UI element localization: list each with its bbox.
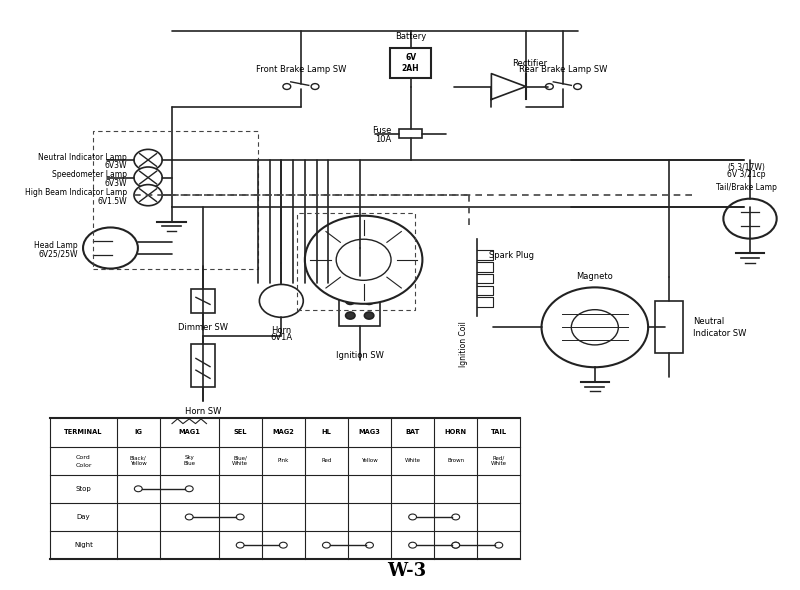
Text: Dimmer SW: Dimmer SW <box>178 323 228 332</box>
Text: Color: Color <box>75 463 92 468</box>
Text: MAG2: MAG2 <box>272 430 294 435</box>
Text: Day: Day <box>77 514 90 520</box>
Circle shape <box>546 84 554 90</box>
Circle shape <box>452 514 460 520</box>
Text: Red: Red <box>322 458 331 463</box>
Text: Ignition SW: Ignition SW <box>336 351 384 360</box>
Text: Yellow: Yellow <box>361 458 378 463</box>
Circle shape <box>542 287 648 367</box>
Circle shape <box>574 84 582 90</box>
Text: Neutral Indicator Lamp: Neutral Indicator Lamp <box>38 152 127 162</box>
Circle shape <box>279 542 287 548</box>
Text: Horn SW: Horn SW <box>185 407 221 415</box>
Bar <box>655 301 683 353</box>
Text: Rear Brake Lamp SW: Rear Brake Lamp SW <box>519 65 608 74</box>
Text: Speedometer Lamp: Speedometer Lamp <box>52 170 127 179</box>
Text: Cord: Cord <box>76 455 91 460</box>
Circle shape <box>409 514 417 520</box>
Circle shape <box>283 84 290 90</box>
Circle shape <box>83 228 138 268</box>
Circle shape <box>236 542 244 548</box>
Circle shape <box>495 542 502 548</box>
Text: Red/
White: Red/ White <box>491 455 507 466</box>
Bar <box>339 276 380 326</box>
Text: Fuse: Fuse <box>372 126 391 135</box>
Circle shape <box>134 486 142 491</box>
Circle shape <box>365 297 374 304</box>
Text: HL: HL <box>322 430 331 435</box>
Circle shape <box>134 149 162 171</box>
Text: Pink: Pink <box>278 458 289 463</box>
Circle shape <box>365 283 374 290</box>
Text: TAIL: TAIL <box>490 430 507 435</box>
Bar <box>191 289 214 313</box>
Circle shape <box>236 514 244 520</box>
Text: Front Brake Lamp SW: Front Brake Lamp SW <box>256 65 346 74</box>
Circle shape <box>134 185 162 206</box>
Text: (5.3/17W): (5.3/17W) <box>727 163 765 172</box>
Text: Black/
Yellow: Black/ Yellow <box>130 455 146 466</box>
Circle shape <box>186 514 193 520</box>
Circle shape <box>322 542 330 548</box>
Text: Magneto: Magneto <box>577 273 614 281</box>
Text: Rectifier: Rectifier <box>513 59 548 68</box>
Text: Neutral: Neutral <box>693 317 724 326</box>
Bar <box>390 48 431 78</box>
Circle shape <box>336 239 391 280</box>
Circle shape <box>409 542 417 548</box>
Text: Battery: Battery <box>395 32 426 41</box>
Circle shape <box>346 297 355 304</box>
Text: HORN: HORN <box>445 430 466 435</box>
Circle shape <box>571 310 618 345</box>
Text: MAG1: MAG1 <box>178 430 200 435</box>
Circle shape <box>346 312 355 319</box>
Text: Stop: Stop <box>75 486 91 492</box>
Circle shape <box>259 284 303 317</box>
Text: High Beam Indicator Lamp: High Beam Indicator Lamp <box>25 188 127 196</box>
Text: BAT: BAT <box>406 430 420 435</box>
Text: 6V3W: 6V3W <box>105 179 127 188</box>
Text: Indicator SW: Indicator SW <box>693 329 746 337</box>
Text: 6V1A: 6V1A <box>270 333 292 342</box>
Text: Spark Plug: Spark Plug <box>489 251 534 260</box>
Circle shape <box>452 542 460 548</box>
Text: SEL: SEL <box>234 430 247 435</box>
Text: Night: Night <box>74 542 93 548</box>
Bar <box>191 345 214 386</box>
Text: MAG3: MAG3 <box>358 430 381 435</box>
Circle shape <box>723 199 777 238</box>
Circle shape <box>311 84 319 90</box>
Text: Head Lamp: Head Lamp <box>34 241 78 250</box>
Text: 10A: 10A <box>375 135 391 144</box>
Text: Blue/
White: Blue/ White <box>232 455 248 466</box>
Text: White: White <box>405 458 421 463</box>
Text: Brown: Brown <box>447 458 464 463</box>
Text: Tail/Brake Lamp: Tail/Brake Lamp <box>716 183 777 192</box>
Text: 6V25/25W: 6V25/25W <box>38 250 78 258</box>
Text: 6V3W: 6V3W <box>105 161 127 171</box>
Text: 2AH: 2AH <box>402 64 419 73</box>
Circle shape <box>452 542 460 548</box>
Text: TERMINAL: TERMINAL <box>64 430 102 435</box>
Circle shape <box>186 486 193 491</box>
Text: IG: IG <box>134 430 142 435</box>
Circle shape <box>366 542 374 548</box>
Text: W-3: W-3 <box>387 562 426 580</box>
Circle shape <box>305 216 422 304</box>
Text: 6V: 6V <box>405 53 416 62</box>
Text: Ignition Coil: Ignition Coil <box>458 322 468 368</box>
Text: Horn: Horn <box>271 326 291 335</box>
Circle shape <box>365 312 374 319</box>
Circle shape <box>346 283 355 290</box>
Circle shape <box>134 167 162 188</box>
Text: 6V1.5W: 6V1.5W <box>98 196 127 205</box>
Bar <box>399 129 422 138</box>
Text: 6V 3/21cp: 6V 3/21cp <box>727 171 766 179</box>
Text: Sky
Blue: Sky Blue <box>183 455 195 466</box>
